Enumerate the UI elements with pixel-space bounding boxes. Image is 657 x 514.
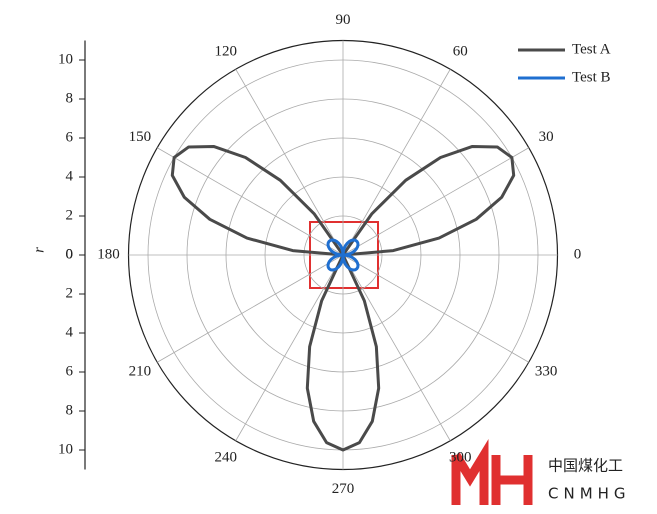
angle-tick-label: 240	[215, 450, 238, 466]
r-tick-label: 0	[66, 246, 74, 262]
grid-spoke	[342, 69, 451, 256]
angle-tick-label: 30	[539, 129, 554, 145]
r-tick-label: 2	[66, 207, 74, 223]
angle-tick-label: 60	[453, 43, 468, 59]
angle-tick-label: 0	[574, 246, 582, 262]
angle-tick-label: 120	[215, 43, 238, 59]
grid-spoke	[235, 254, 344, 441]
r-tick-label: 2	[66, 285, 74, 301]
watermark-logo	[451, 438, 533, 505]
r-tick-label: 6	[66, 363, 74, 379]
r-axis-label: r	[31, 247, 47, 253]
r-tick-label: 8	[66, 90, 74, 106]
grid-spoke	[342, 254, 529, 363]
grid-spoke	[157, 147, 344, 256]
angle-tick-label: 330	[535, 364, 558, 380]
watermark-cn: 中国煤化工	[548, 457, 623, 475]
angle-tick-label: 150	[129, 129, 152, 145]
r-tick-label: 0	[66, 246, 74, 262]
watermark: 中国煤化工 CNMHG	[451, 438, 631, 505]
grid-spoke	[235, 69, 344, 256]
angle-tick-label: 300	[449, 450, 472, 466]
angle-tick-label: 210	[129, 364, 152, 380]
angle-tick-label: 90	[336, 12, 351, 28]
watermark-en: CNMHG	[548, 485, 631, 503]
legend-label: Test B	[572, 69, 611, 85]
series-line	[326, 238, 360, 272]
r-tick-label: 4	[66, 168, 74, 184]
r-tick-label: 10	[58, 51, 73, 67]
grid-spoke	[157, 254, 344, 363]
angle-tick-label: 180	[97, 246, 120, 262]
r-tick-label: 4	[66, 324, 74, 340]
r-tick-label: 6	[66, 129, 74, 145]
legend-label: Test A	[572, 41, 611, 57]
grid-spoke	[342, 147, 529, 256]
angle-tick-label: 270	[332, 481, 355, 497]
r-tick-label: 10	[58, 441, 73, 457]
grid-spoke	[342, 254, 451, 441]
r-tick-label: 8	[66, 402, 74, 418]
